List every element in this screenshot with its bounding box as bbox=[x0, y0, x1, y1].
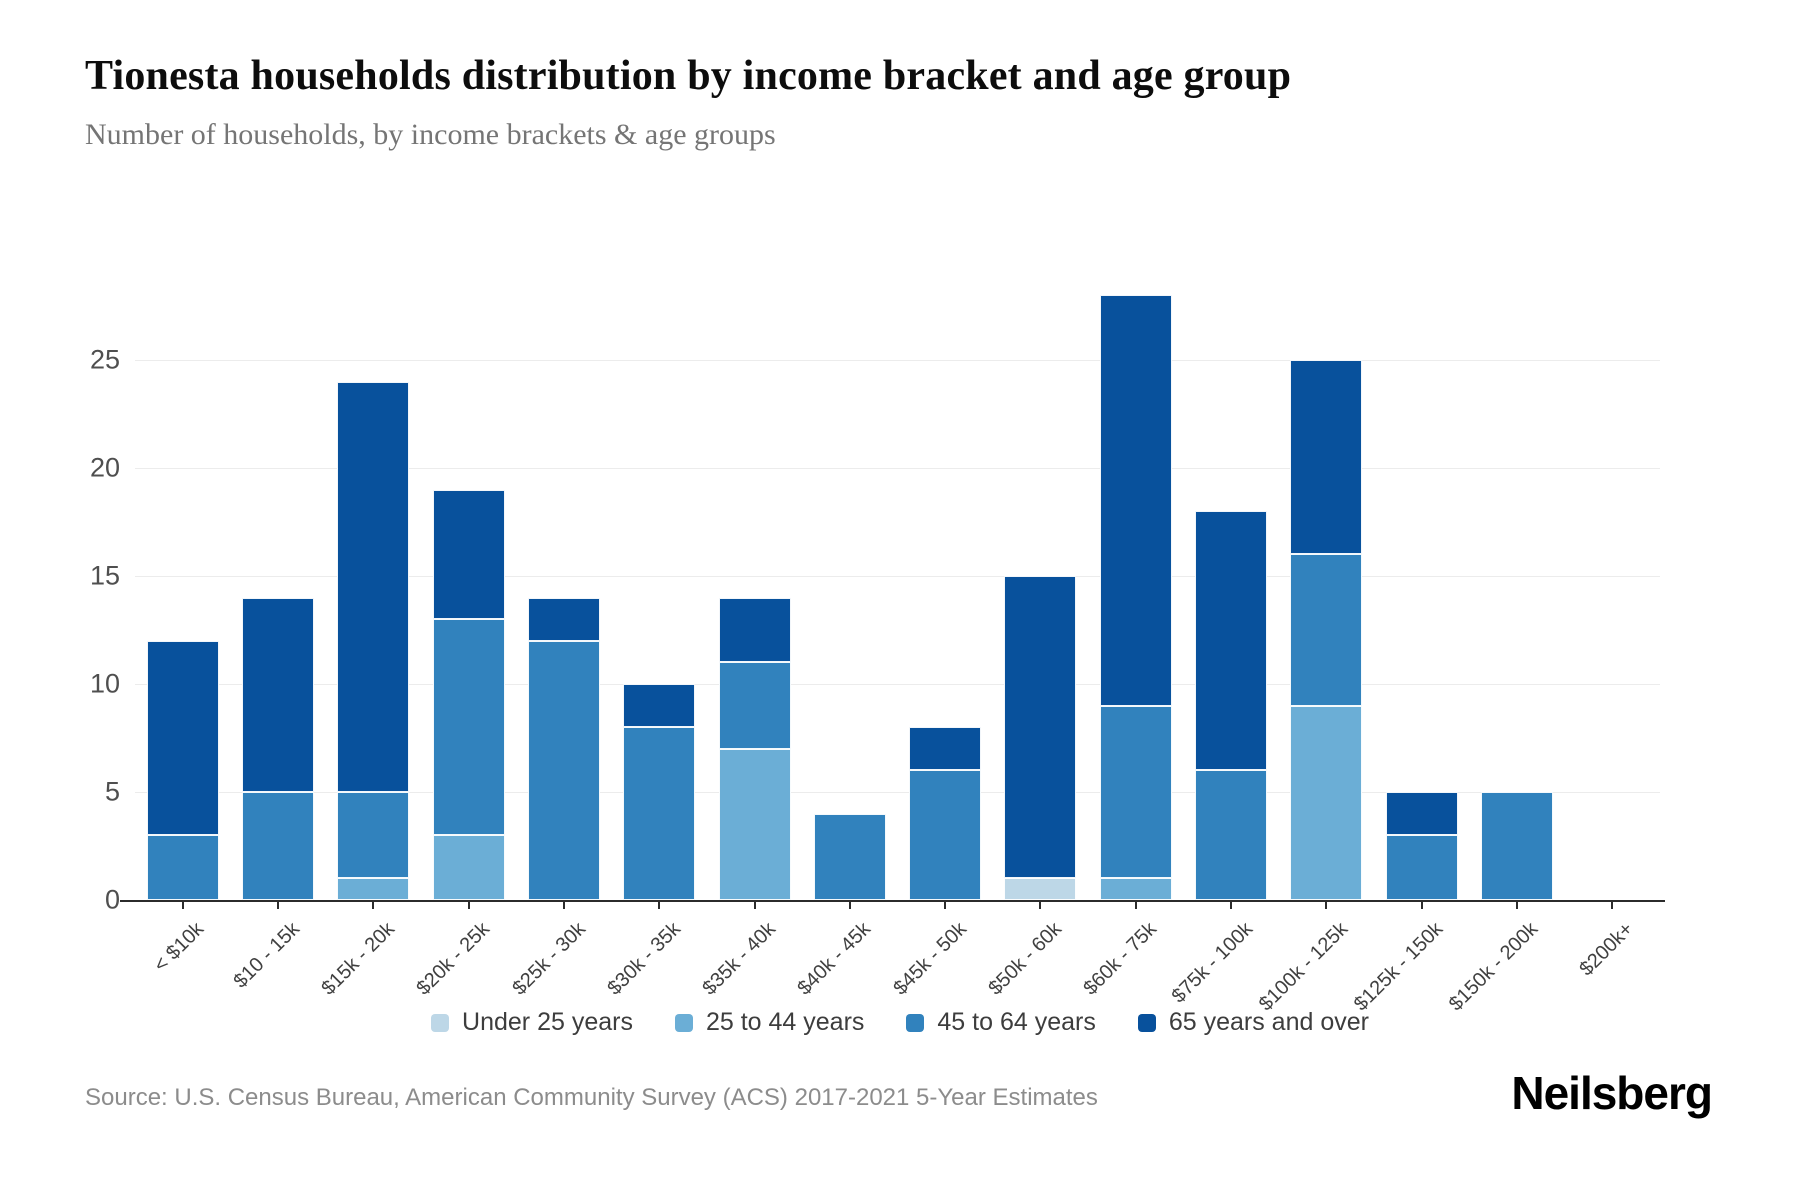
bar-segment-25-to-44-years[interactable] bbox=[432, 835, 505, 900]
x-axis-tick-label: $40k - 45k bbox=[793, 918, 876, 1000]
bar-segment-under-25-years[interactable] bbox=[1004, 878, 1077, 900]
y-axis-tick-label: 10 bbox=[89, 668, 120, 699]
x-axis-tick bbox=[276, 902, 279, 909]
bar-segment-45-to-64-years[interactable] bbox=[813, 813, 886, 900]
source-attribution: Source: U.S. Census Bureau, American Com… bbox=[85, 1084, 1098, 1111]
x-axis-tick-label: $150k - 200k bbox=[1445, 918, 1543, 1016]
chart-subtitle: Number of households, by income brackets… bbox=[85, 118, 776, 151]
legend-label: 65 years and over bbox=[1168, 1008, 1369, 1036]
bar-segment-45-to-64-years[interactable] bbox=[1481, 792, 1554, 900]
bar-segment-65-years-and-over[interactable] bbox=[146, 640, 219, 836]
x-axis-tick bbox=[1039, 902, 1042, 909]
bar-segment-65-years-and-over[interactable] bbox=[432, 489, 505, 620]
legend-swatch-45-to-64-icon bbox=[906, 1013, 925, 1032]
x-axis-tick-label: $20k - 25k bbox=[412, 918, 495, 1000]
bar-segment-65-years-and-over[interactable] bbox=[1195, 511, 1268, 771]
brand-logo: Neilsberg bbox=[1511, 1067, 1713, 1119]
bar-segment-45-to-64-years[interactable] bbox=[1290, 554, 1363, 706]
legend-label: 45 to 64 years bbox=[937, 1008, 1096, 1036]
bar-segment-45-to-64-years[interactable] bbox=[1099, 705, 1172, 879]
chart-title: Tionesta households distribution by inco… bbox=[85, 53, 1292, 99]
y-axis-tick-label: 25 bbox=[89, 344, 120, 375]
legend-swatch-65-over-icon bbox=[1137, 1013, 1156, 1032]
x-axis-tick-label: $200k+ bbox=[1575, 918, 1638, 981]
legend-item-25-to-44: 25 to 44 years bbox=[674, 1008, 865, 1037]
legend-item-under-25: Under 25 years bbox=[431, 1008, 633, 1037]
bar-segment-45-to-64-years[interactable] bbox=[623, 727, 696, 900]
bar-segment-65-years-and-over[interactable] bbox=[623, 684, 696, 728]
legend-label: Under 25 years bbox=[462, 1008, 633, 1036]
x-axis-tick bbox=[753, 902, 756, 909]
x-axis-tick-label: $25k - 30k bbox=[507, 918, 590, 1000]
x-axis-tick bbox=[1420, 902, 1423, 909]
x-axis-tick-label: $60k - 75k bbox=[1079, 918, 1162, 1000]
x-axis-tick bbox=[1134, 902, 1137, 909]
legend: Under 25 years 25 to 44 years 45 to 64 y… bbox=[0, 1008, 1800, 1037]
bar-segment-45-to-64-years[interactable] bbox=[146, 835, 219, 900]
legend-label: 25 to 44 years bbox=[705, 1008, 865, 1036]
x-axis-tick-label: $10 - 15k bbox=[229, 918, 304, 993]
legend-item-65-over: 65 years and over bbox=[1137, 1008, 1369, 1037]
bar-segment-45-to-64-years[interactable] bbox=[241, 792, 314, 900]
bar-segment-45-to-64-years[interactable] bbox=[432, 619, 505, 836]
bar-segment-65-years-and-over[interactable] bbox=[1290, 360, 1363, 555]
x-axis-tick bbox=[181, 902, 184, 909]
x-axis-tick-label: $35k - 40k bbox=[698, 918, 781, 1000]
y-axis-tick-label: 5 bbox=[104, 776, 120, 807]
x-axis-tick bbox=[944, 902, 947, 909]
x-axis-tick bbox=[562, 902, 565, 909]
legend-item-45-to-64: 45 to 64 years bbox=[906, 1008, 1096, 1037]
bar-segment-45-to-64-years[interactable] bbox=[1195, 770, 1268, 900]
bar-segment-25-to-44-years[interactable] bbox=[718, 748, 791, 900]
x-axis-tick-label: $100k - 125k bbox=[1254, 918, 1352, 1016]
gridline-y-15 bbox=[135, 576, 1660, 577]
x-axis-tick bbox=[848, 902, 851, 909]
bar-segment-25-to-44-years[interactable] bbox=[1099, 878, 1172, 900]
bar-segment-45-to-64-years[interactable] bbox=[527, 640, 600, 900]
bar-segment-45-to-64-years[interactable] bbox=[1385, 835, 1458, 900]
gridline-y-5 bbox=[135, 792, 1660, 793]
x-axis-tick-label: $30k - 35k bbox=[603, 918, 685, 1000]
x-axis-tick bbox=[1230, 902, 1233, 909]
bar-segment-45-to-64-years[interactable] bbox=[909, 770, 982, 900]
bar-segment-25-to-44-years[interactable] bbox=[337, 878, 410, 900]
bar-segment-65-years-and-over[interactable] bbox=[1004, 576, 1077, 879]
gridline-y-20 bbox=[135, 468, 1660, 469]
x-axis-tick bbox=[467, 902, 470, 909]
bar-segment-45-to-64-years[interactable] bbox=[337, 792, 410, 879]
x-axis-tick bbox=[1516, 902, 1519, 909]
bar-segment-65-years-and-over[interactable] bbox=[337, 381, 410, 792]
bar-segment-65-years-and-over[interactable] bbox=[527, 597, 600, 641]
y-axis-tick-label: 20 bbox=[89, 452, 120, 483]
bar-segment-65-years-and-over[interactable] bbox=[718, 597, 791, 663]
legend-swatch-under-25-icon bbox=[431, 1013, 450, 1032]
bar-segment-65-years-and-over[interactable] bbox=[241, 597, 314, 792]
x-axis-tick bbox=[1325, 902, 1328, 909]
x-axis-tick-label: $75k - 100k bbox=[1167, 918, 1257, 1008]
x-axis-tick bbox=[372, 902, 375, 909]
bar-segment-65-years-and-over[interactable] bbox=[1385, 792, 1458, 836]
bar-segment-45-to-64-years[interactable] bbox=[718, 662, 791, 749]
y-axis-tick-label: 15 bbox=[89, 560, 120, 591]
gridline-y-10 bbox=[135, 684, 1660, 685]
legend-swatch-25-to-44-icon bbox=[674, 1013, 693, 1032]
x-axis-tick-label: $50k - 60k bbox=[984, 918, 1067, 1000]
x-axis-tick-label: $45k - 50k bbox=[889, 918, 971, 1000]
bar-segment-65-years-and-over[interactable] bbox=[1099, 295, 1172, 706]
x-axis-tick-label: $15k - 20k bbox=[317, 918, 399, 1000]
bar-segment-25-to-44-years[interactable] bbox=[1290, 705, 1363, 900]
x-axis-line bbox=[120, 900, 1665, 902]
x-axis-tick bbox=[1611, 902, 1614, 909]
x-axis-tick-label: $125k - 150k bbox=[1349, 918, 1448, 1016]
bar-segment-65-years-and-over[interactable] bbox=[909, 727, 982, 771]
x-axis-tick bbox=[658, 902, 661, 909]
x-axis-tick-label: < $10k bbox=[149, 918, 209, 977]
y-axis-tick-label: 0 bbox=[104, 884, 120, 915]
gridline-y-25 bbox=[135, 360, 1660, 361]
